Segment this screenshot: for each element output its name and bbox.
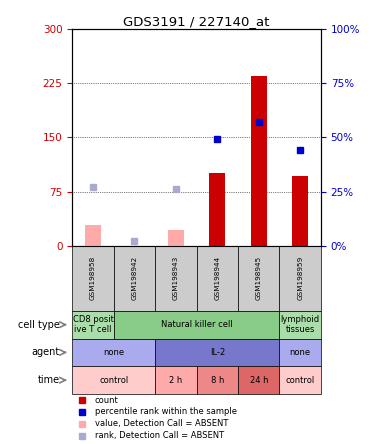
Text: percentile rank within the sample: percentile rank within the sample — [95, 408, 237, 416]
Text: control: control — [99, 376, 128, 385]
Bar — [155, 366, 197, 394]
Title: GDS3191 / 227140_at: GDS3191 / 227140_at — [124, 15, 270, 28]
Text: lymphoid
tissues: lymphoid tissues — [280, 315, 320, 334]
Bar — [197, 246, 238, 311]
Bar — [197, 366, 238, 394]
Bar — [279, 338, 321, 366]
Text: control: control — [286, 376, 315, 385]
Bar — [279, 246, 321, 311]
Bar — [155, 246, 197, 311]
Text: 8 h: 8 h — [211, 376, 224, 385]
Text: none: none — [103, 348, 124, 357]
Bar — [279, 366, 321, 394]
Bar — [292, 176, 308, 246]
Bar — [155, 338, 279, 366]
Bar — [72, 311, 114, 338]
Text: GSM198942: GSM198942 — [131, 256, 138, 301]
Text: 2 h: 2 h — [169, 376, 183, 385]
Text: Natural killer cell: Natural killer cell — [161, 320, 233, 329]
Text: time: time — [38, 375, 60, 385]
Bar — [114, 246, 155, 311]
Bar — [72, 338, 155, 366]
Text: GSM198944: GSM198944 — [214, 256, 220, 301]
Bar — [279, 311, 321, 338]
Text: agent: agent — [32, 347, 60, 357]
Text: GSM198959: GSM198959 — [297, 256, 303, 301]
Bar — [210, 174, 225, 246]
Text: count: count — [95, 396, 118, 404]
Text: GSM198958: GSM198958 — [90, 256, 96, 301]
Text: value, Detection Call = ABSENT: value, Detection Call = ABSENT — [95, 420, 228, 428]
Bar — [85, 226, 101, 246]
Text: cell type: cell type — [18, 320, 60, 330]
Text: rank, Detection Call = ABSENT: rank, Detection Call = ABSENT — [95, 431, 224, 440]
Text: GSM198945: GSM198945 — [256, 256, 262, 301]
Text: none: none — [290, 348, 311, 357]
Bar — [72, 366, 155, 394]
Bar — [114, 311, 279, 338]
Bar — [238, 246, 279, 311]
Bar — [251, 76, 267, 246]
Text: 24 h: 24 h — [250, 376, 268, 385]
Bar — [168, 230, 184, 246]
Text: CD8 posit
ive T cell: CD8 posit ive T cell — [73, 315, 114, 334]
Text: IL-2: IL-2 — [210, 348, 225, 357]
Bar — [238, 366, 279, 394]
Bar — [72, 246, 114, 311]
Text: GSM198943: GSM198943 — [173, 256, 179, 301]
